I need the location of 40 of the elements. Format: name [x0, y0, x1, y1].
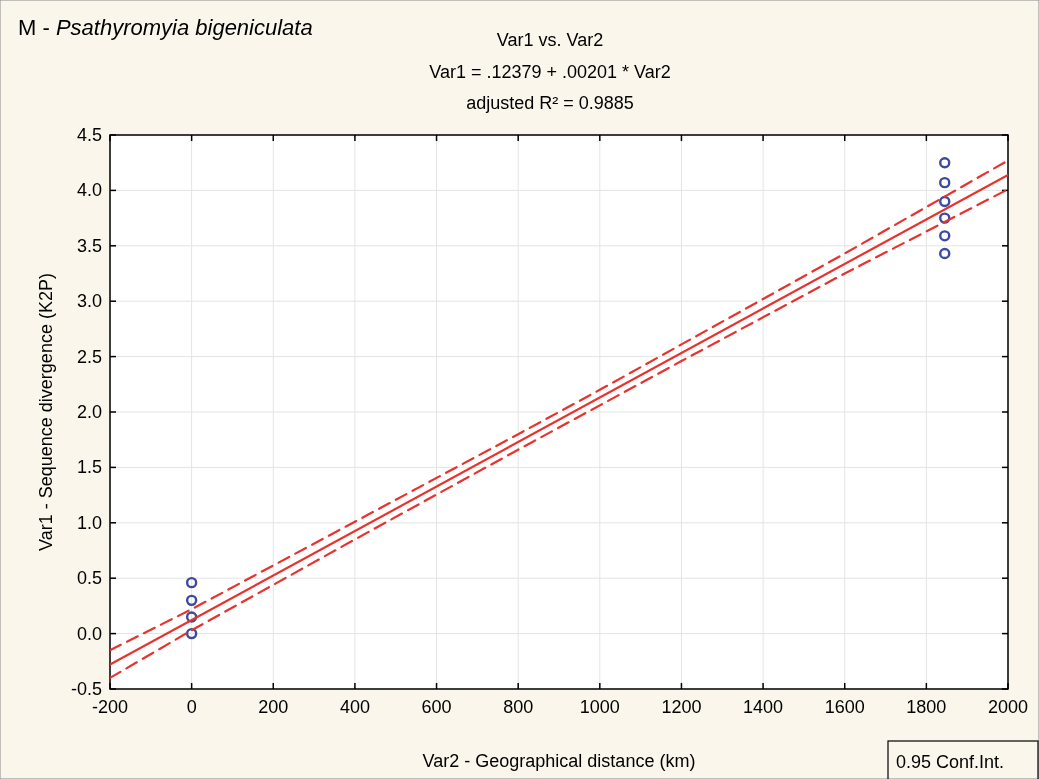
point — [185, 576, 198, 589]
x-tick-label: 1000 — [579, 697, 620, 717]
x-tick-label: 200 — [258, 697, 289, 717]
x-tick-label: 1600 — [824, 697, 865, 717]
y-tick-label: 4.5 — [76, 125, 102, 145]
point — [939, 247, 951, 260]
y-tick-label: 2.5 — [76, 346, 102, 367]
text: adjusted R² = 0.9885 — [466, 93, 634, 113]
x-tick-label: 600 — [421, 697, 452, 717]
x-axis-title: Var2 - Geographical distance (km) — [422, 751, 696, 771]
y-tick-label: 1.0 — [76, 512, 102, 533]
y-tick-label: -0.5 — [70, 679, 102, 699]
y-tick-label: 4.0 — [76, 180, 102, 201]
text: 0.95 Conf.Int. — [896, 752, 1005, 772]
x-tick-label: -200 — [91, 697, 129, 717]
text: M - Psathyromyia bigeniculata — [18, 15, 313, 40]
point — [185, 594, 198, 607]
point — [939, 212, 951, 224]
y-tick-label: 3.0 — [76, 291, 102, 312]
x-tick-label: 2000 — [987, 697, 1029, 717]
x-tick-label: 0 — [186, 697, 197, 717]
x-tick-label: 1400 — [743, 697, 784, 717]
point — [185, 611, 198, 623]
x-tick-label: 1800 — [906, 697, 947, 717]
y-tick-label: 0.5 — [76, 568, 102, 589]
point — [939, 157, 951, 169]
y-tick-label: 1.5 — [76, 457, 102, 478]
x-tick-label: 1200 — [661, 697, 702, 717]
x-tick-label: 400 — [339, 697, 370, 717]
y-tick-label: 0.0 — [76, 623, 102, 644]
text: Var1 = .12379 + .00201 * Var2 — [429, 62, 671, 82]
x-tick-label: 800 — [503, 697, 534, 717]
chart-title: Var1 vs. Var2 — [496, 30, 604, 50]
point — [185, 627, 198, 640]
point — [939, 176, 951, 189]
point — [939, 195, 951, 208]
y-axis-title: Var1 - Sequence divergence (K2P) — [36, 273, 56, 551]
y-tick-label: 3.5 — [76, 235, 102, 256]
point — [939, 230, 951, 242]
y-tick-label: 2.0 — [76, 402, 102, 422]
